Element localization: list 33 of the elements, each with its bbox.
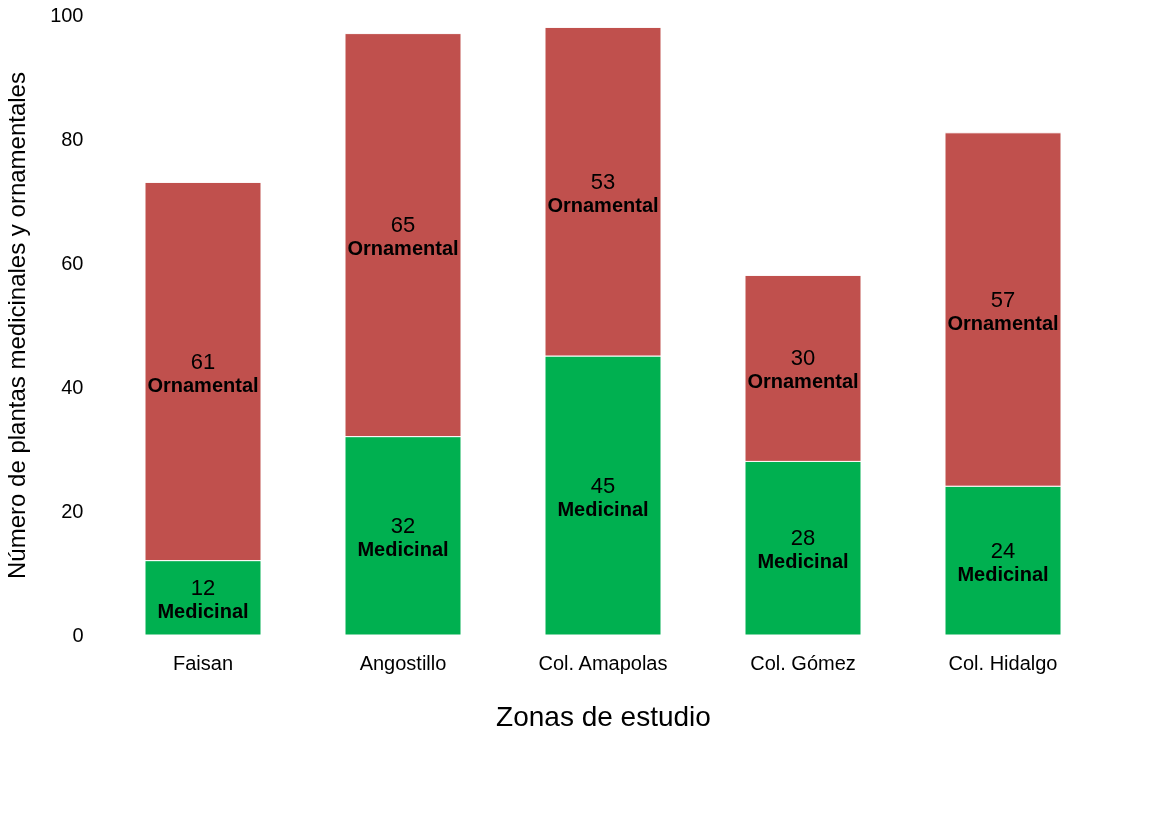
y-tick-label: 100 [50, 3, 84, 26]
x-tick-label: Col. Amapolas [538, 651, 668, 674]
data-label: 32 [390, 512, 416, 538]
x-tick-label: Faisan [172, 651, 234, 674]
text: Medicinal [757, 550, 849, 573]
text: Ornamental [947, 311, 1059, 334]
text: Medicinal [357, 537, 449, 560]
data-label: 24 [990, 537, 1016, 563]
y-tick-label: 40 [61, 375, 84, 398]
x-axis-title: Zonas de estudio [496, 700, 711, 732]
text: Ornamental [747, 370, 859, 393]
data-label: 12 [190, 574, 216, 600]
text: Ornamental [347, 237, 459, 260]
text: Medicinal [157, 599, 249, 622]
data-label: 45 [590, 472, 616, 498]
series-label: Medicinal [557, 497, 649, 520]
series-label: Ornamental [547, 193, 659, 216]
x-tick-label: Col. Gómez [750, 651, 856, 674]
data-label: 61 [190, 348, 216, 374]
y-tick-label: 20 [61, 499, 84, 522]
data-label: 53 [590, 168, 616, 194]
y-tick-label: 0 [72, 623, 84, 646]
x-tick-label: Angostillo [359, 651, 447, 674]
y-axis-title: Número de plantas medicinales y ornamentales [3, 72, 31, 579]
data-label: 65 [390, 212, 416, 238]
y-tick-label: 60 [61, 251, 84, 274]
data-label: 57 [990, 286, 1016, 312]
text: Ornamental [147, 373, 259, 396]
text: Medicinal [957, 562, 1049, 585]
x-tick-label: Col. Hidalgo [948, 651, 1058, 674]
data-label: 30 [790, 345, 816, 371]
data-label: 28 [790, 525, 816, 551]
y-tick-label: 80 [61, 127, 84, 150]
